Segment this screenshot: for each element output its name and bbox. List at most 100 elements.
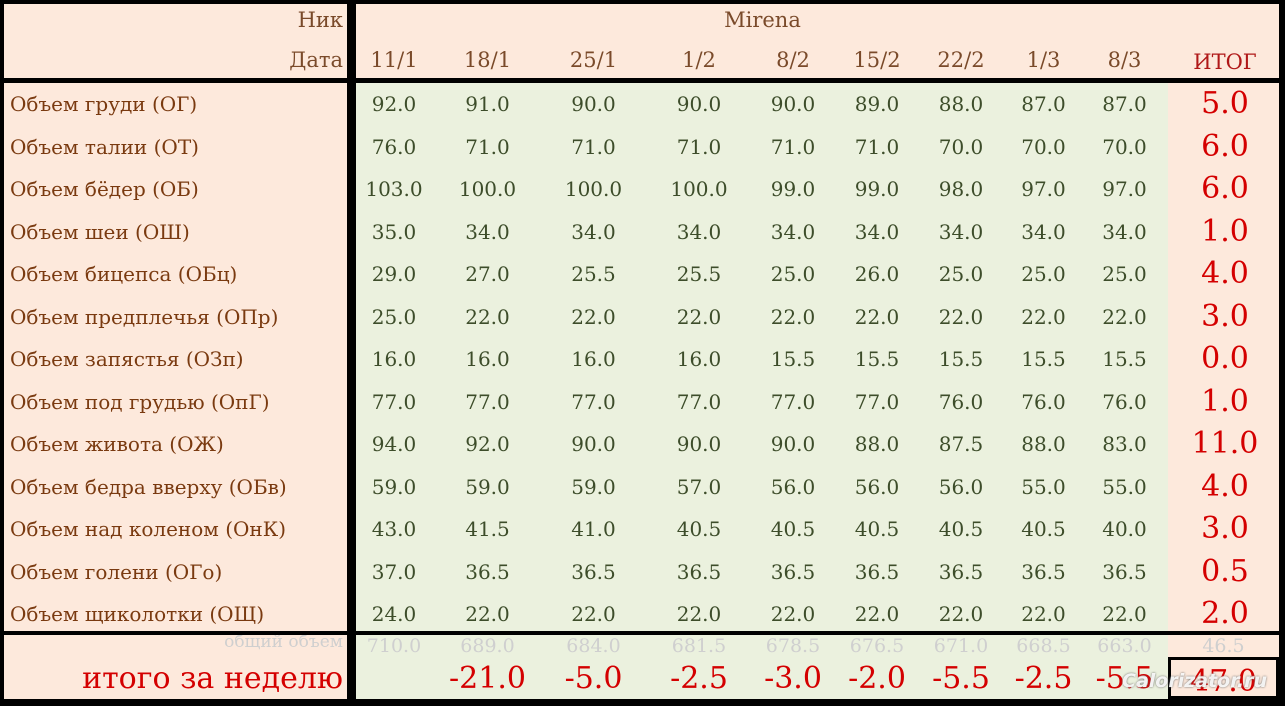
measurement-value: 22.0 [854,304,900,329]
date-column-header: 8/3 [1107,48,1142,72]
measurement-label: Объем бедра вверху (ОБв) [10,474,287,499]
date-column-header: 25/1 [569,48,618,72]
row-labels-bg [4,83,347,631]
weekly-value: -2.5 [1014,661,1073,696]
measurement-value: 15.5 [1021,347,1066,371]
date-column-header: 1/3 [1026,48,1061,72]
measurement-value: 87.5 [938,432,984,456]
measurement-value: 40.5 [676,517,722,541]
measurement-value: 98.0 [938,177,984,201]
measurement-total: 0.5 [1201,553,1249,589]
measurement-value: 71.0 [854,134,900,159]
measurement-value: 71.0 [571,134,616,159]
date-column-header: 18/1 [463,48,512,72]
measurement-value: 36.5 [1021,559,1066,584]
summary-value: 684.0 [566,635,621,657]
total-column-header: ИТОГ [1193,50,1257,74]
summary-value: 663.0 [1097,635,1152,657]
measurement-value: 99.0 [854,177,900,201]
measurement-value: 40.5 [938,517,984,541]
measurement-value: 36.5 [465,559,510,584]
measurement-value: 40.5 [1021,517,1066,541]
measurement-value: 76.0 [1021,389,1066,414]
measurement-value: 77.0 [770,389,816,414]
measurement-value: 29.0 [371,262,417,286]
weekly-label: итого за неделю [4,657,347,699]
measurement-label: Объем над коленом (ОнК) [10,517,287,541]
measurement-value: 100.0 [564,177,623,201]
measurement-value: 16.0 [571,347,616,371]
summary-bg [356,635,1168,657]
weekly-value: -5.0 [564,661,623,696]
weekly-value: -2.5 [670,661,728,696]
summary-value: 681.5 [671,635,727,657]
summary-value: 676.5 [849,635,905,657]
summary-value: 671.0 [933,635,989,657]
measurement-value: 90.0 [770,92,816,116]
measurement-value: 36.5 [676,559,722,584]
measurement-label: Объем живота (ОЖ) [10,432,224,456]
summary-value: 678.5 [765,635,821,657]
measurement-value: 90.0 [571,432,616,456]
measurement-value: 15.5 [854,347,900,371]
measurement-value: 70.0 [938,134,984,159]
weekly-value: -2.0 [848,661,906,696]
measurement-value: 34.0 [676,219,722,244]
measurement-value: 22.0 [676,602,722,626]
summary-label: общий объем [4,635,347,657]
measurement-value: 90.0 [676,432,722,456]
measurement-value: 77.0 [571,389,616,414]
measurement-value: 36.5 [938,559,984,584]
measurement-value: 34.0 [571,219,616,244]
measurement-value: 100.0 [670,177,728,201]
header-data-block: Mirena 11/1 18/1 25/1 1/2 8/2 15/2 22/2 1/3 8/3 ИТ… [356,4,1279,78]
weekly-value: -3.0 [764,661,822,696]
measurement-value: 16.0 [676,347,722,371]
measurement-value: 87.0 [1102,92,1147,116]
measurement-value: 22.0 [571,304,616,329]
measurement-value: 90.0 [770,432,816,456]
measurement-value: 25.5 [571,262,616,286]
measurement-total: 5.0 [1201,86,1249,121]
measurement-total: 11.0 [1191,426,1259,461]
date-column-header: 8/2 [776,48,810,72]
measurement-value: 77.0 [371,389,417,414]
measurement-value: 34.0 [1021,219,1066,244]
date-label: Дата [289,48,343,72]
measurement-value: 22.0 [1102,304,1147,329]
measurement-value: 59.0 [465,474,510,499]
measurement-value: 59.0 [571,474,616,499]
weekly-value [356,657,432,699]
measurement-value: 71.0 [465,134,510,159]
measurement-value: 25.0 [1021,262,1066,286]
measurement-value: 37.0 [371,559,417,584]
measurement-total: 1.0 [1201,383,1249,419]
measurement-value: 22.0 [1102,602,1147,626]
measurement-total: 6.0 [1201,128,1249,164]
measurement-value: 88.0 [1021,432,1066,456]
date-column-header: 22/2 [937,48,985,72]
measurement-value: 35.0 [371,219,417,244]
measurement-value: 40.0 [1102,517,1147,541]
measurement-label: Объем талии (ОТ) [10,134,199,159]
measurement-value: 22.0 [770,602,816,626]
measurement-value: 16.0 [465,347,510,371]
measurement-label: Объем бёдер (ОБ) [10,177,199,201]
measurement-value: 88.0 [854,432,900,456]
measurement-value: 22.0 [770,304,816,329]
measurement-value: 77.0 [676,389,722,414]
measurement-value: 55.0 [1021,474,1066,499]
weekly-value: -5.5 [932,661,990,696]
measurement-label: Объем щиколотки (ОЩ) [10,602,265,626]
measurement-value: 22.0 [938,304,984,329]
measurement-value: 34.0 [465,219,510,244]
measurement-value: 92.0 [371,92,417,116]
measurement-value: 70.0 [1102,134,1147,159]
measurement-value: 24.0 [371,602,417,626]
measurement-value: 55.0 [1102,474,1147,499]
measurement-value: 89.0 [854,92,900,116]
measurement-value: 76.0 [1102,389,1147,414]
date-column-header: 1/2 [682,48,716,72]
weekly-total: 47.0 [1168,657,1279,699]
weekly-value: -21.0 [449,661,526,696]
